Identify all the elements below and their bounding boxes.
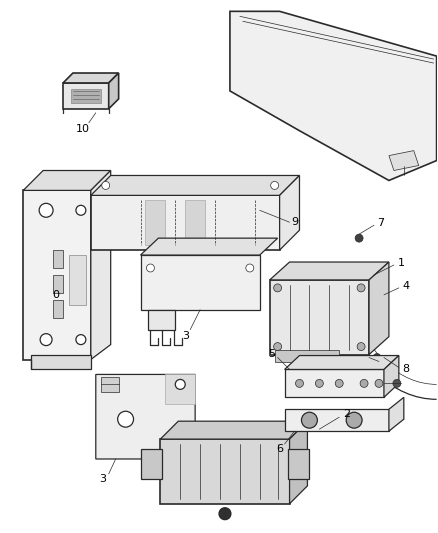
- Circle shape: [76, 335, 86, 345]
- Polygon shape: [160, 439, 290, 504]
- Polygon shape: [53, 300, 63, 318]
- Text: 2: 2: [344, 409, 351, 419]
- Polygon shape: [290, 421, 307, 504]
- Polygon shape: [148, 310, 175, 330]
- Polygon shape: [270, 262, 389, 280]
- Polygon shape: [71, 89, 101, 103]
- Polygon shape: [389, 397, 404, 431]
- Polygon shape: [141, 255, 260, 310]
- Text: 0: 0: [53, 290, 60, 300]
- Circle shape: [274, 343, 282, 351]
- Polygon shape: [23, 190, 91, 360]
- Polygon shape: [165, 375, 195, 404]
- Circle shape: [274, 284, 282, 292]
- Polygon shape: [141, 238, 278, 255]
- Polygon shape: [145, 200, 165, 245]
- Circle shape: [271, 181, 279, 189]
- Text: 4: 4: [402, 281, 410, 291]
- Polygon shape: [53, 250, 63, 268]
- Circle shape: [393, 379, 401, 387]
- Polygon shape: [384, 356, 399, 397]
- Polygon shape: [285, 409, 389, 431]
- Circle shape: [355, 234, 363, 242]
- Circle shape: [118, 411, 134, 427]
- Circle shape: [102, 181, 110, 189]
- Circle shape: [296, 379, 304, 387]
- Text: 6: 6: [276, 444, 283, 454]
- Polygon shape: [69, 255, 86, 305]
- Circle shape: [335, 379, 343, 387]
- Circle shape: [246, 264, 254, 272]
- Text: 7: 7: [378, 218, 385, 228]
- Circle shape: [219, 508, 231, 520]
- Polygon shape: [101, 377, 119, 392]
- Polygon shape: [285, 356, 399, 369]
- Polygon shape: [63, 73, 119, 83]
- Polygon shape: [275, 350, 339, 361]
- Circle shape: [40, 334, 52, 345]
- Circle shape: [146, 264, 155, 272]
- Polygon shape: [91, 175, 300, 196]
- Text: 10: 10: [76, 124, 90, 134]
- Text: 5: 5: [268, 349, 275, 359]
- Circle shape: [360, 379, 368, 387]
- Polygon shape: [53, 275, 63, 293]
- Circle shape: [76, 205, 86, 215]
- Polygon shape: [109, 73, 119, 109]
- Circle shape: [175, 379, 185, 389]
- Circle shape: [373, 353, 381, 361]
- Polygon shape: [369, 262, 389, 354]
- Polygon shape: [285, 369, 384, 397]
- Polygon shape: [23, 171, 111, 190]
- Polygon shape: [160, 421, 307, 439]
- Polygon shape: [288, 449, 309, 479]
- Circle shape: [39, 203, 53, 217]
- Circle shape: [357, 284, 365, 292]
- Circle shape: [357, 343, 365, 351]
- Circle shape: [315, 379, 323, 387]
- Circle shape: [301, 412, 318, 428]
- Polygon shape: [141, 449, 162, 479]
- Polygon shape: [91, 171, 111, 360]
- Text: 3: 3: [99, 474, 106, 484]
- Circle shape: [346, 412, 362, 428]
- Polygon shape: [270, 280, 369, 354]
- Text: 9: 9: [291, 217, 298, 227]
- Circle shape: [375, 379, 383, 387]
- Polygon shape: [96, 375, 195, 459]
- Text: 8: 8: [402, 365, 410, 375]
- Polygon shape: [185, 200, 205, 245]
- Polygon shape: [63, 83, 109, 109]
- Polygon shape: [91, 196, 279, 250]
- Text: 3: 3: [182, 330, 189, 341]
- Polygon shape: [31, 354, 91, 369]
- Polygon shape: [389, 151, 419, 171]
- Polygon shape: [230, 11, 437, 181]
- Polygon shape: [279, 175, 300, 250]
- Text: 1: 1: [397, 258, 404, 268]
